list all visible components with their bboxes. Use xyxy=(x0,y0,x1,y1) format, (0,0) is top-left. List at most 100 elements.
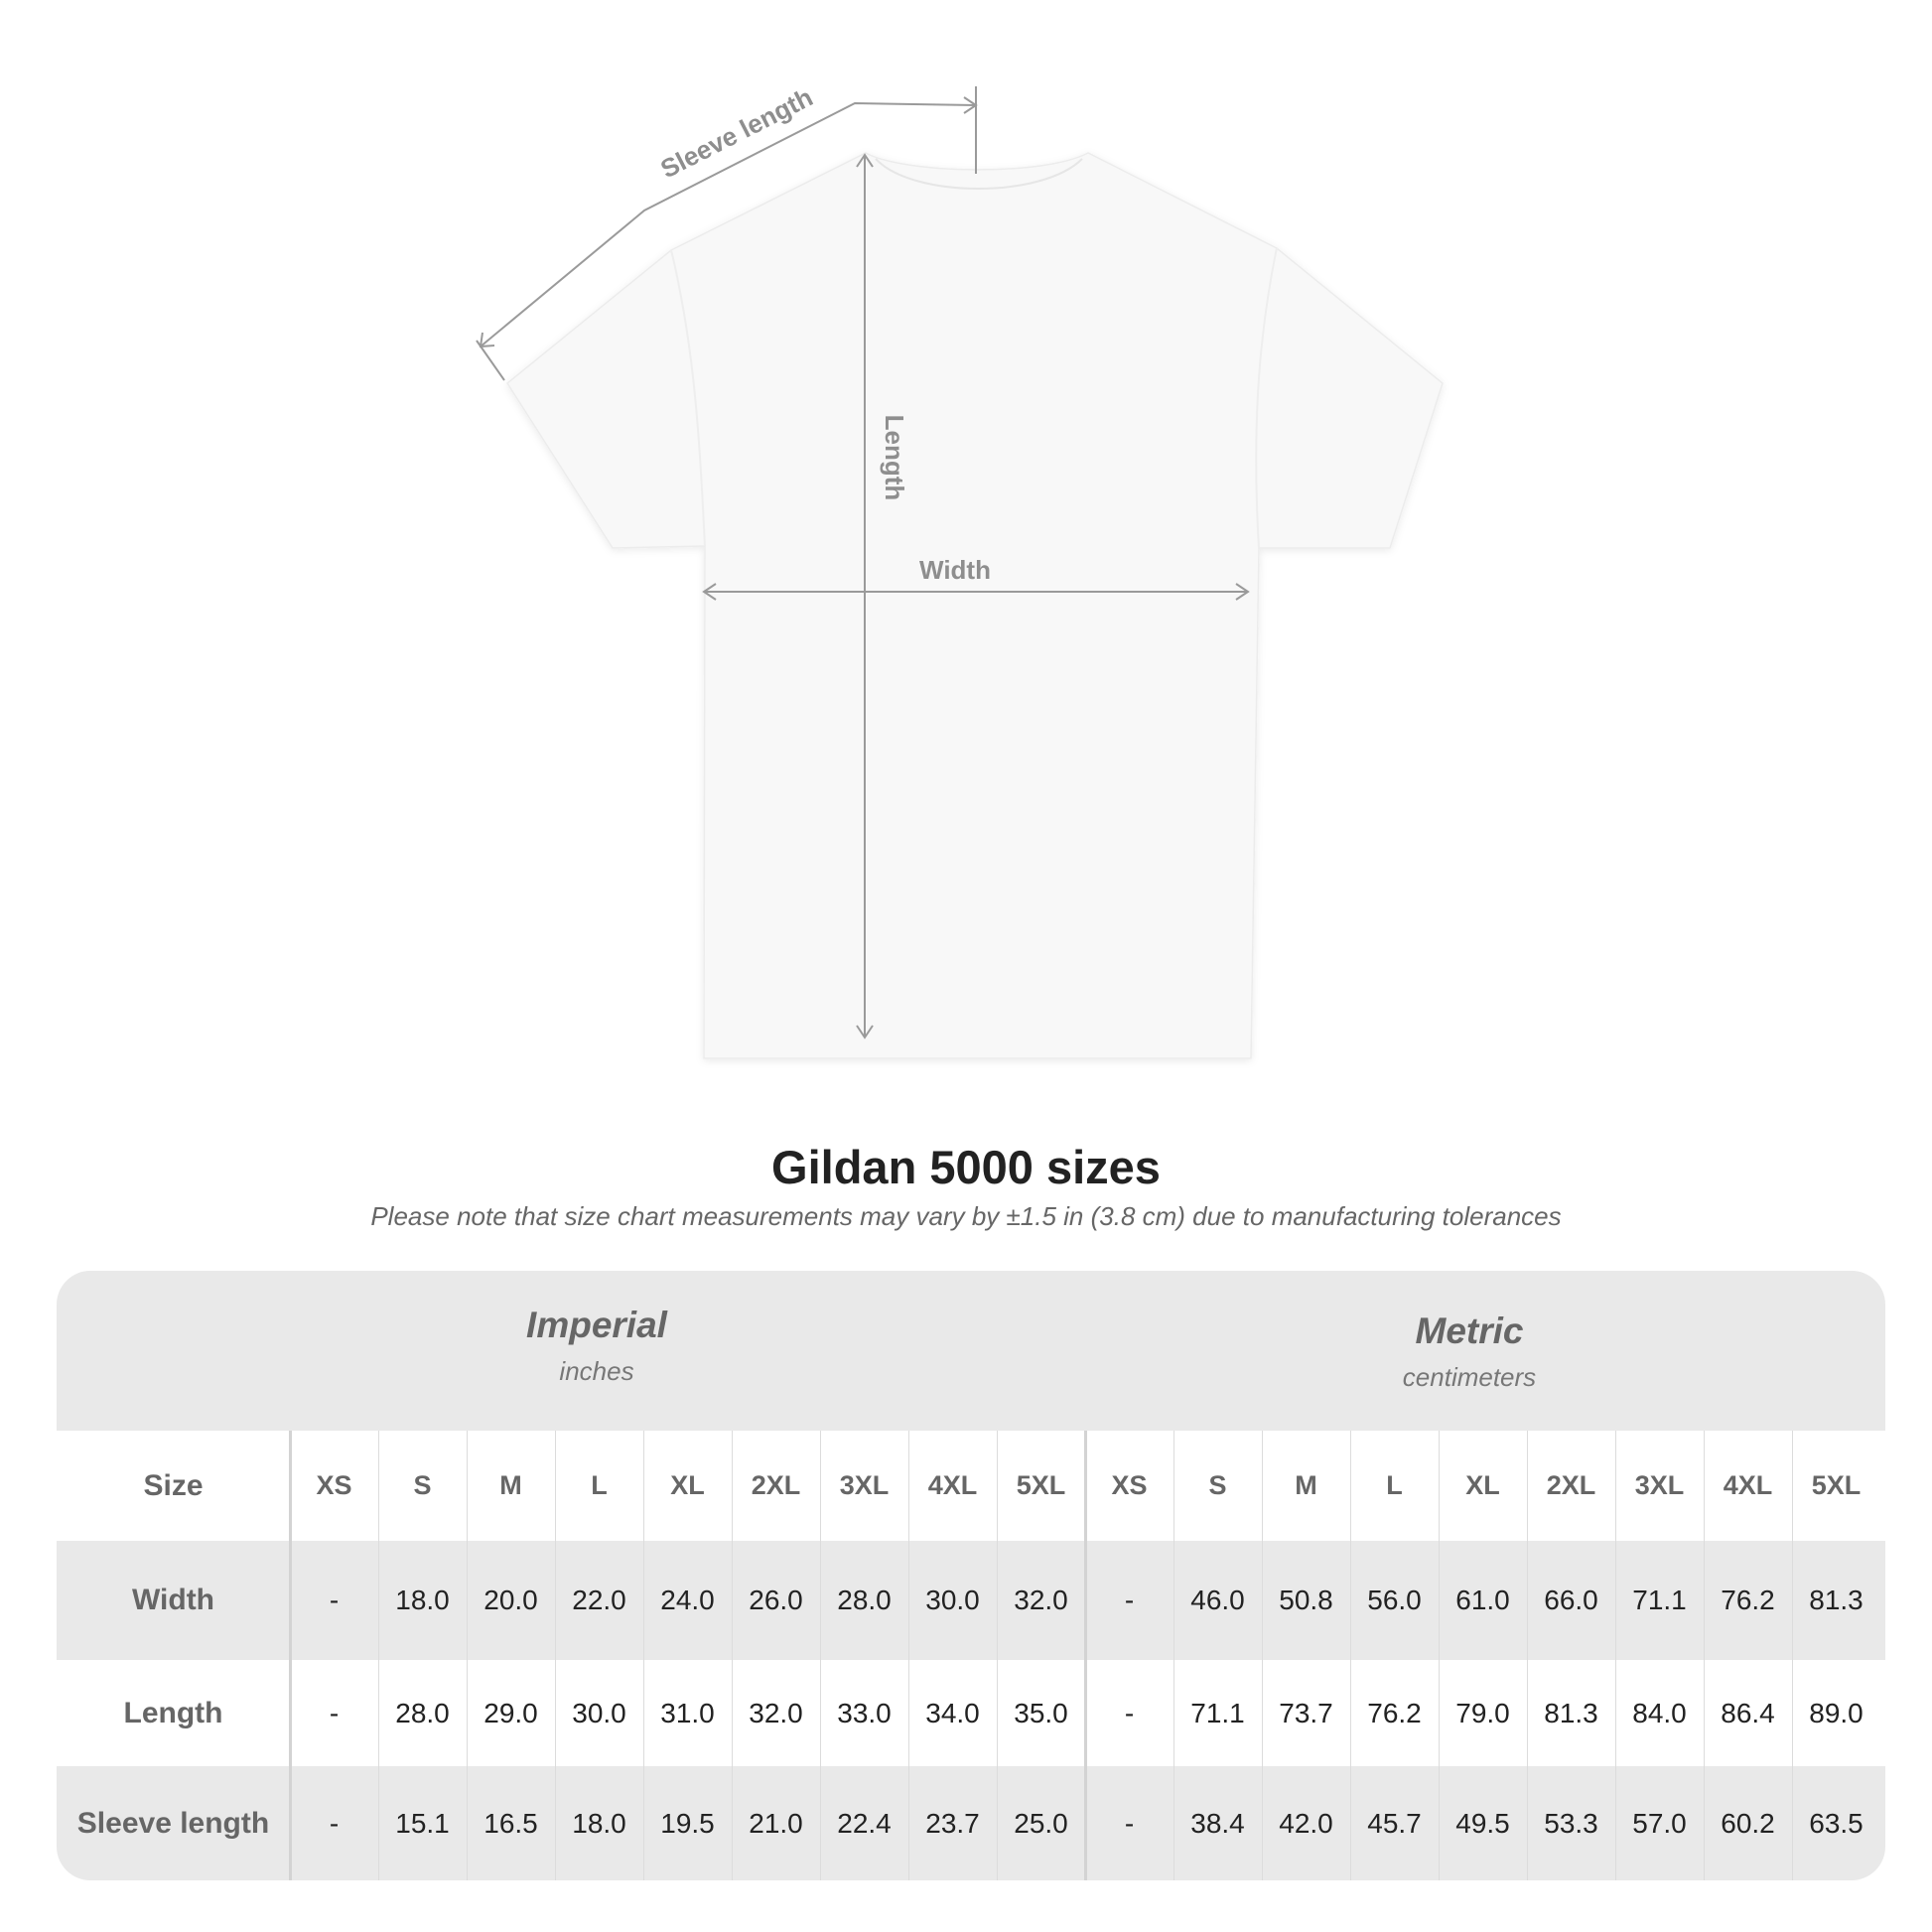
table-cell-imperial: 29.0 xyxy=(483,1697,538,1728)
table-cell-imperial: 28.0 xyxy=(395,1697,450,1728)
table-cell-metric: - xyxy=(1124,1585,1135,1615)
table-cell-metric: 71.1 xyxy=(1190,1697,1245,1728)
table-cell-imperial: 35.0 xyxy=(1014,1697,1068,1728)
table-cell-metric: 66.0 xyxy=(1544,1585,1598,1615)
size-header-xl: XL xyxy=(1465,1470,1500,1500)
width-arrow-left xyxy=(702,583,717,601)
table-cell-metric: 50.8 xyxy=(1279,1585,1333,1615)
table-cell-imperial: 26.0 xyxy=(749,1585,803,1615)
column-divider xyxy=(643,1431,644,1880)
table-cell-metric: 81.3 xyxy=(1544,1697,1598,1728)
table-cell-imperial: 21.0 xyxy=(749,1807,803,1839)
column-divider xyxy=(1173,1431,1174,1880)
column-divider xyxy=(555,1431,556,1880)
size-row-bg xyxy=(57,1431,1885,1541)
size-header-4xl: 4XL xyxy=(1723,1470,1773,1500)
table-cell-metric: 56.0 xyxy=(1367,1585,1422,1615)
table-cell-imperial: 33.0 xyxy=(837,1697,892,1728)
sleeve-length-label: Sleeve length xyxy=(655,82,817,185)
table-cell-metric: 57.0 xyxy=(1632,1807,1687,1839)
size-header-3xl: 3XL xyxy=(839,1470,890,1500)
size-header-xs: XS xyxy=(316,1470,352,1500)
size-header-xs: XS xyxy=(1111,1470,1148,1500)
column-divider xyxy=(1792,1431,1793,1880)
size-header-2xl: 2XL xyxy=(751,1470,801,1500)
metric-header: Metric centimeters xyxy=(1172,1311,1767,1393)
table-cell-metric: 53.3 xyxy=(1544,1807,1598,1839)
row-label: Sleeve length xyxy=(76,1806,270,1840)
table-cell-imperial: 24.0 xyxy=(660,1585,715,1615)
size-header-5xl: 5XL xyxy=(1811,1470,1862,1500)
size-header-l: L xyxy=(591,1470,608,1500)
table-cell-metric: - xyxy=(1124,1807,1135,1839)
metric-unit: centimeters xyxy=(1402,1362,1537,1392)
table-cell-metric: - xyxy=(1124,1697,1135,1728)
table-cell-metric: 79.0 xyxy=(1455,1697,1510,1728)
table-cell-metric: 60.2 xyxy=(1721,1807,1775,1839)
size-header-4xl: 4XL xyxy=(927,1470,978,1500)
column-divider xyxy=(820,1431,821,1880)
table-cell-metric: 89.0 xyxy=(1809,1697,1863,1728)
row-label: Width xyxy=(131,1584,215,1616)
column-divider xyxy=(1084,1431,1087,1880)
table-cell-imperial: 16.5 xyxy=(483,1807,538,1839)
table-cell-imperial: 30.0 xyxy=(925,1585,980,1615)
table-cell-metric: 86.4 xyxy=(1721,1697,1775,1728)
table-cell-imperial: 25.0 xyxy=(1014,1807,1068,1839)
collar xyxy=(875,158,1083,190)
table-cell-imperial: 31.0 xyxy=(660,1697,715,1728)
page-title: Gildan 5000 sizes xyxy=(771,1141,1161,1193)
sleeve-seam-right xyxy=(1255,247,1278,549)
length-arrow-bottom xyxy=(856,1025,874,1039)
table-cell-metric: 81.3 xyxy=(1809,1585,1863,1615)
table-cell-metric: 61.0 xyxy=(1455,1585,1510,1615)
table-cell-imperial: 19.5 xyxy=(660,1807,715,1839)
table-cell-imperial: 32.0 xyxy=(749,1697,803,1728)
size-header-s: S xyxy=(1208,1470,1227,1500)
size-header-m: M xyxy=(1295,1470,1317,1500)
column-divider xyxy=(1704,1431,1705,1880)
length-row-bg xyxy=(57,1660,1885,1766)
table-cell-metric: 38.4 xyxy=(1190,1807,1245,1839)
sleeve-measure-line xyxy=(480,101,977,347)
table-cell-imperial: 32.0 xyxy=(1014,1585,1068,1615)
imperial-header: Imperial inches xyxy=(299,1305,895,1387)
column-divider xyxy=(1439,1431,1440,1880)
width-label: Width xyxy=(919,555,991,585)
table-cell-metric: 46.0 xyxy=(1190,1585,1245,1615)
size-header-5xl: 5XL xyxy=(1016,1470,1066,1500)
column-divider xyxy=(378,1431,379,1880)
sleeve-seam-left xyxy=(670,249,706,547)
table-cell-imperial: - xyxy=(329,1585,340,1615)
row-label: Length xyxy=(123,1696,223,1729)
column-divider xyxy=(1615,1431,1616,1880)
imperial-unit: inches xyxy=(559,1356,634,1386)
table-cell-metric: 84.0 xyxy=(1632,1697,1687,1728)
table-cell-metric: 76.2 xyxy=(1721,1585,1775,1615)
table-cell-metric: 76.2 xyxy=(1367,1697,1422,1728)
table-cell-metric: 63.5 xyxy=(1809,1807,1863,1839)
table-cell-imperial: 28.0 xyxy=(837,1585,892,1615)
size-header-3xl: 3XL xyxy=(1634,1470,1685,1500)
tshirt-diagram: Width Length Sleeve length xyxy=(476,82,1444,1059)
table-cell-metric: 42.0 xyxy=(1279,1807,1333,1839)
column-divider xyxy=(1350,1431,1351,1880)
size-header-label: Size xyxy=(143,1468,204,1502)
column-divider xyxy=(908,1431,909,1880)
table-cell-metric: 45.7 xyxy=(1367,1807,1422,1839)
metric-title: Metric xyxy=(1415,1311,1524,1351)
tolerance-note: Please note that size chart measurements… xyxy=(370,1201,1562,1231)
column-divider xyxy=(1262,1431,1263,1880)
table-cell-imperial: 30.0 xyxy=(572,1697,626,1728)
table-cell-imperial: 34.0 xyxy=(925,1697,980,1728)
table-cell-imperial: 15.1 xyxy=(395,1807,450,1839)
column-divider xyxy=(997,1431,998,1880)
table-cell-imperial: 23.7 xyxy=(925,1807,980,1839)
table-cell-metric: 49.5 xyxy=(1455,1807,1510,1839)
size-header-m: M xyxy=(499,1470,522,1500)
table-cell-imperial: 20.0 xyxy=(483,1585,538,1615)
table-cell-metric: 73.7 xyxy=(1279,1697,1333,1728)
size-header-xl: XL xyxy=(670,1470,705,1500)
sleeve-tick-left xyxy=(476,340,505,381)
column-divider xyxy=(1527,1431,1528,1880)
